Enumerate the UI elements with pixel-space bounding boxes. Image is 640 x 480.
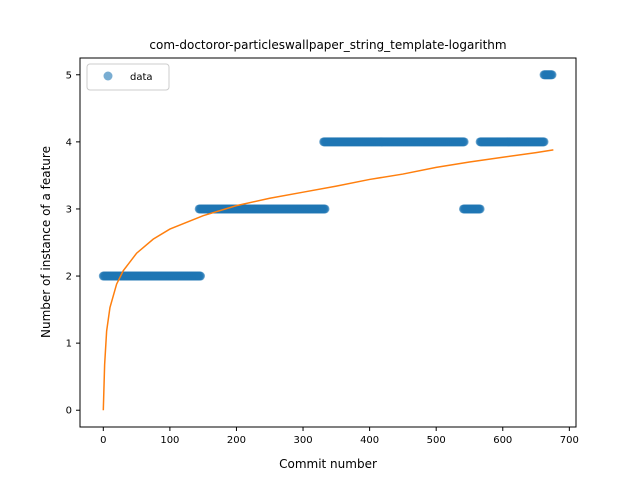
legend: data	[86, 63, 170, 91]
data-point	[459, 137, 469, 147]
y-axis: 0 1 2 3 4 5	[66, 70, 80, 417]
y-tick-label: 1	[66, 339, 72, 350]
plot-area	[98, 70, 557, 411]
data-point	[196, 271, 205, 281]
x-tick-label: 0	[100, 435, 106, 446]
chart-title: com-doctoror-particleswallpaper_string_t…	[149, 38, 506, 52]
x-tick-label: 500	[427, 435, 446, 446]
x-axis: 0 100 200 300 400 500 600 700	[100, 427, 579, 446]
x-tick-label: 600	[493, 435, 512, 446]
x-tick-label: 700	[560, 435, 579, 446]
data-point	[547, 70, 557, 80]
series-data	[98, 70, 557, 281]
data-point	[539, 137, 549, 147]
fit-line	[102, 149, 554, 411]
x-tick-label: 300	[293, 435, 312, 446]
legend-box	[86, 63, 170, 91]
y-axis-title: Number of instance of a feature	[39, 146, 53, 338]
x-tick-label: 200	[227, 435, 246, 446]
data-point	[320, 204, 330, 214]
y-tick-label: 4	[66, 137, 72, 148]
y-tick-label: 5	[66, 70, 72, 81]
legend-marker-data	[103, 71, 113, 81]
y-tick-label: 0	[66, 406, 72, 417]
legend-label-data: data	[130, 72, 153, 83]
data-point	[475, 204, 485, 214]
x-axis-title: Commit number	[279, 457, 377, 471]
x-tick-label: 400	[360, 435, 379, 446]
y-tick-label: 3	[66, 204, 72, 215]
plot-frame	[79, 57, 577, 428]
x-tick-label: 100	[160, 435, 179, 446]
y-tick-label: 2	[66, 272, 72, 283]
